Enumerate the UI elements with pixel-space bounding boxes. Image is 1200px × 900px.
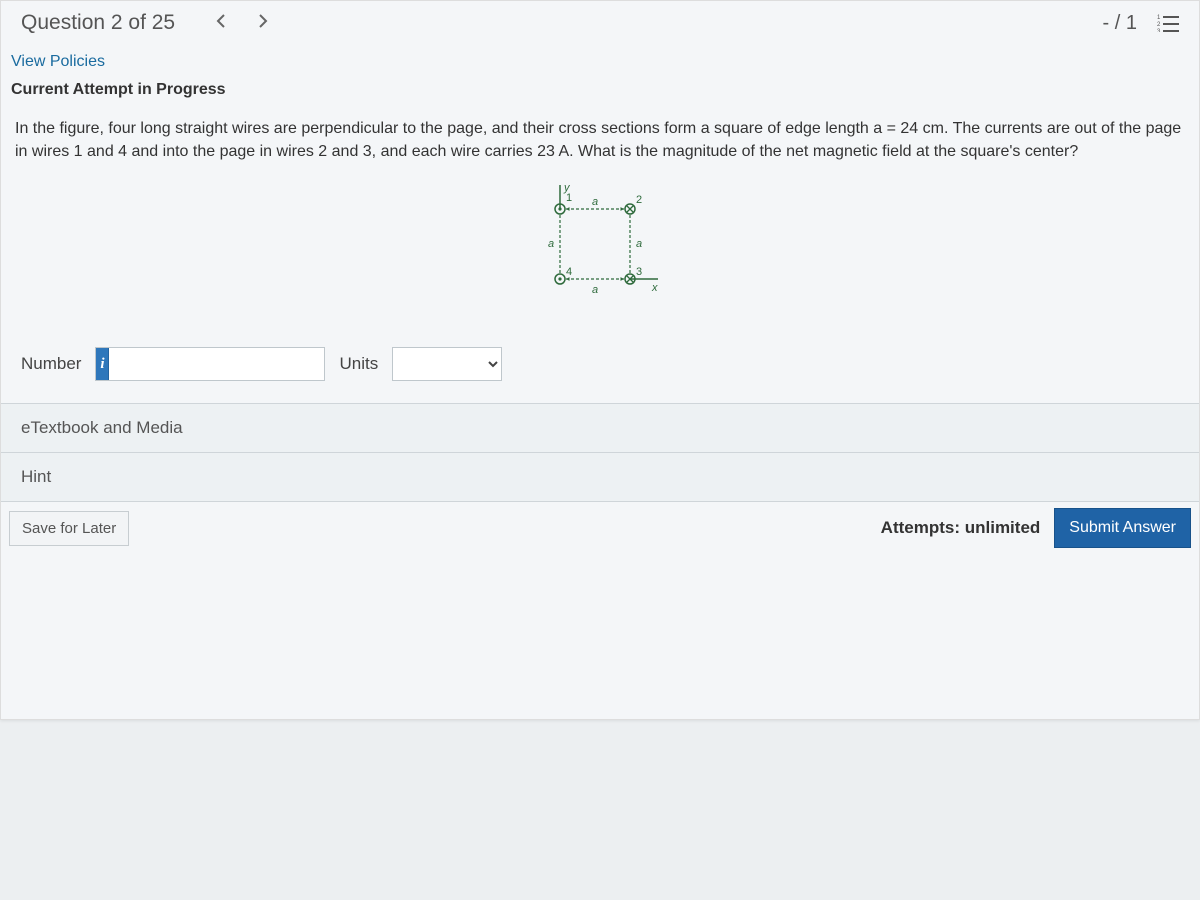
resources-accordion: eTextbook and Media Hint (1, 403, 1199, 502)
question-list-button[interactable]: 1 2 3 (1157, 14, 1179, 32)
svg-text:a: a (592, 284, 598, 296)
question-title: Question 2 of 25 (21, 11, 175, 35)
info-icon[interactable]: i (96, 348, 109, 380)
svg-text:2: 2 (636, 194, 642, 206)
prev-question-button[interactable] (215, 13, 227, 34)
wire-diagram: yxaaaa1234 (530, 179, 670, 319)
svg-text:a: a (592, 196, 598, 208)
svg-text:1: 1 (1157, 15, 1161, 21)
number-input-wrap: i (95, 347, 325, 381)
svg-text:4: 4 (566, 266, 572, 278)
svg-text:3: 3 (636, 266, 642, 278)
svg-text:x: x (651, 282, 658, 294)
svg-text:a: a (548, 238, 554, 250)
svg-text:3: 3 (1157, 29, 1161, 32)
units-label: Units (339, 354, 378, 374)
submit-answer-button[interactable]: Submit Answer (1054, 508, 1191, 548)
view-policies-link[interactable]: View Policies (1, 47, 1199, 77)
hint-button[interactable]: Hint (1, 453, 1199, 502)
score-text: - / 1 (1103, 12, 1137, 35)
attempts-text: Attempts: unlimited (881, 518, 1041, 538)
footer-bar: Save for Later Attempts: unlimited Submi… (1, 502, 1199, 558)
question-figure: yxaaaa1234 (530, 179, 670, 319)
number-input[interactable] (109, 348, 324, 380)
save-for-later-button[interactable]: Save for Later (9, 511, 129, 546)
score-area: - / 1 1 2 3 (1103, 12, 1179, 35)
chevron-right-icon (257, 13, 269, 29)
next-question-button[interactable] (257, 13, 269, 34)
chevron-left-icon (215, 13, 227, 29)
units-select[interactable] (392, 347, 502, 381)
svg-text:a: a (636, 238, 642, 250)
answer-row: Number i Units (1, 329, 1199, 403)
question-prompt: In the figure, four long straight wires … (1, 103, 1199, 173)
question-page: Question 2 of 25 - / 1 1 2 3 View Polici… (0, 0, 1200, 720)
svg-text:2: 2 (1157, 22, 1161, 28)
header-bar: Question 2 of 25 - / 1 1 2 3 (1, 1, 1199, 43)
svg-text:1: 1 (566, 192, 572, 204)
number-label: Number (21, 354, 81, 374)
nav-arrows (215, 13, 269, 34)
attempt-status: Current Attempt in Progress (1, 77, 1199, 103)
etextbook-media-button[interactable]: eTextbook and Media (1, 404, 1199, 453)
list-icon: 1 2 3 (1157, 14, 1179, 32)
